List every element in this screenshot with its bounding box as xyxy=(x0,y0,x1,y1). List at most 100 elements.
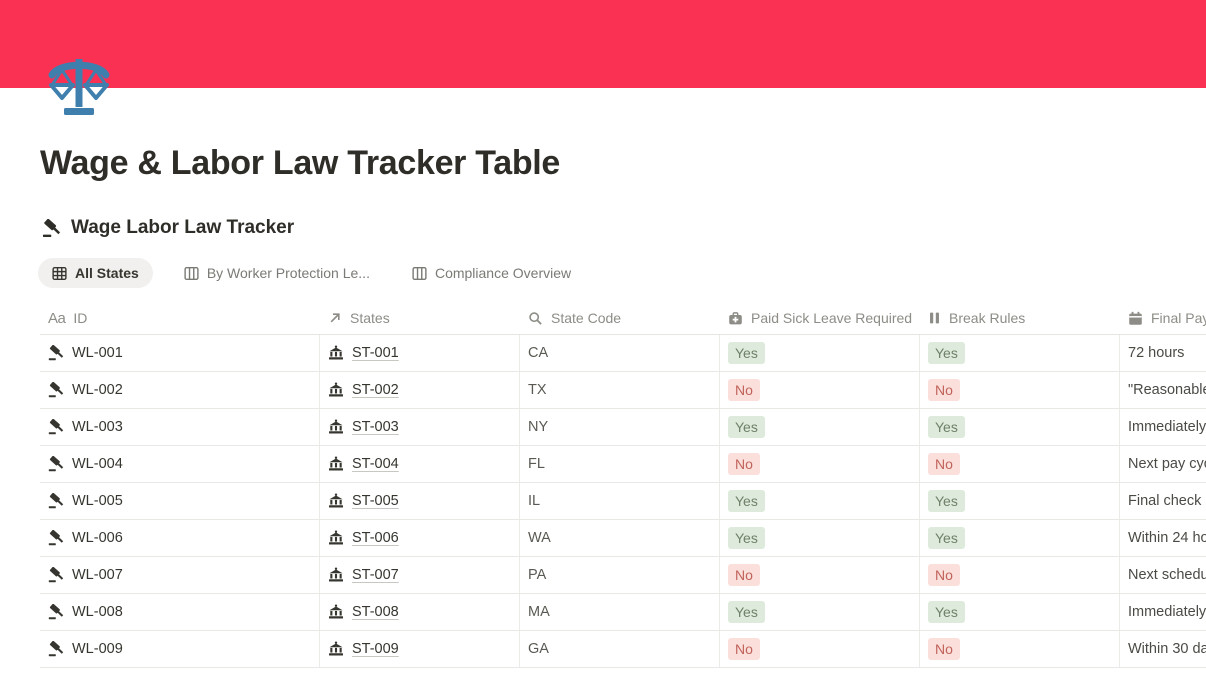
column-header-paid-sick-leave[interactable]: Paid Sick Leave Required xyxy=(720,302,920,334)
cell-states[interactable]: ST-005 xyxy=(320,483,520,519)
cell-break-rules[interactable]: Yes xyxy=(920,409,1120,445)
cell-states[interactable]: ST-003 xyxy=(320,409,520,445)
cell-states[interactable]: ST-008 xyxy=(320,594,520,630)
cell-break-rules[interactable]: No xyxy=(920,372,1120,408)
state-relation-link[interactable]: ST-006 xyxy=(352,530,399,546)
table-row[interactable]: WL-003 ST-003 NY Yes Yes Immediately xyxy=(40,409,1206,446)
state-relation-link[interactable]: ST-009 xyxy=(352,641,399,657)
cell-states[interactable]: ST-006 xyxy=(320,520,520,556)
cell-break-rules[interactable]: Yes xyxy=(920,335,1120,371)
cell-state-code[interactable]: MA xyxy=(520,594,720,630)
table-row[interactable]: WL-007 ST-007 PA No No Next schedul xyxy=(40,557,1206,594)
cell-states[interactable]: ST-007 xyxy=(320,557,520,593)
cell-break-rules[interactable]: Yes xyxy=(920,594,1120,630)
column-header-break-rules[interactable]: Break Rules xyxy=(920,302,1120,334)
final-pay-text: Within 30 da xyxy=(1128,641,1206,657)
page-title: Wage & Labor Law Tracker Table xyxy=(40,144,561,182)
cell-state-code[interactable]: WA xyxy=(520,520,720,556)
table-row[interactable]: WL-001 ST-001 CA Yes Yes 72 hours xyxy=(40,335,1206,372)
cell-state-code[interactable]: TX xyxy=(520,372,720,408)
state-code-text: FL xyxy=(528,456,545,472)
cell-id[interactable]: WL-007 xyxy=(40,557,320,593)
state-relation-link[interactable]: ST-003 xyxy=(352,419,399,435)
courthouse-icon xyxy=(329,493,343,508)
cell-id[interactable]: WL-009 xyxy=(40,631,320,667)
row-id-text: WL-008 xyxy=(72,604,123,620)
state-relation-link[interactable]: ST-004 xyxy=(352,456,399,472)
cell-final-pay[interactable]: Next schedul xyxy=(1120,557,1206,593)
cell-final-pay[interactable]: Within 30 da xyxy=(1120,631,1206,667)
break-rules-tag: No xyxy=(928,564,960,586)
column-header-final-pay[interactable]: Final Pay xyxy=(1120,302,1206,334)
cell-id[interactable]: WL-003 xyxy=(40,409,320,445)
paid-sick-leave-tag: Yes xyxy=(728,342,765,364)
table-row[interactable]: WL-004 ST-004 FL No No Next pay cyc xyxy=(40,446,1206,483)
tab-by-worker-protection[interactable]: By Worker Protection Le... xyxy=(173,258,381,288)
state-code-text: TX xyxy=(528,382,547,398)
column-header-id[interactable]: Aa ID xyxy=(40,302,320,334)
cell-states[interactable]: ST-002 xyxy=(320,372,520,408)
scales-of-justice-icon[interactable] xyxy=(46,55,112,118)
final-pay-text: Next schedul xyxy=(1128,567,1206,583)
column-header-state-code[interactable]: State Code xyxy=(520,302,720,334)
cell-states[interactable]: ST-004 xyxy=(320,446,520,482)
cell-id[interactable]: WL-002 xyxy=(40,372,320,408)
cell-id[interactable]: WL-006 xyxy=(40,520,320,556)
page-cover[interactable] xyxy=(0,0,1206,88)
cell-final-pay[interactable]: Next pay cyc xyxy=(1120,446,1206,482)
state-relation-link[interactable]: ST-008 xyxy=(352,604,399,620)
cell-break-rules[interactable]: No xyxy=(920,446,1120,482)
cell-final-pay[interactable]: Final check b xyxy=(1120,483,1206,519)
gavel-icon xyxy=(48,567,64,583)
state-code-text: IL xyxy=(528,493,541,509)
table-body: WL-001 ST-001 CA Yes Yes 72 hours xyxy=(40,335,1206,668)
courthouse-icon xyxy=(329,641,343,656)
cell-break-rules[interactable]: Yes xyxy=(920,483,1120,519)
cell-paid-sick-leave[interactable]: No xyxy=(720,446,920,482)
cell-paid-sick-leave[interactable]: Yes xyxy=(720,520,920,556)
column-header-states[interactable]: States xyxy=(320,302,520,334)
cell-state-code[interactable]: IL xyxy=(520,483,720,519)
cell-final-pay[interactable]: Within 24 ho xyxy=(1120,520,1206,556)
cell-paid-sick-leave[interactable]: No xyxy=(720,557,920,593)
cell-paid-sick-leave[interactable]: No xyxy=(720,631,920,667)
cell-state-code[interactable]: FL xyxy=(520,446,720,482)
state-code-text: PA xyxy=(528,567,547,583)
cell-states[interactable]: ST-001 xyxy=(320,335,520,371)
cell-state-code[interactable]: PA xyxy=(520,557,720,593)
cell-paid-sick-leave[interactable]: Yes xyxy=(720,409,920,445)
state-relation-link[interactable]: ST-005 xyxy=(352,493,399,509)
final-pay-text: Final check b xyxy=(1128,493,1206,509)
cell-final-pay[interactable]: Immediately xyxy=(1120,409,1206,445)
cell-paid-sick-leave[interactable]: Yes xyxy=(720,483,920,519)
row-id-text: WL-004 xyxy=(72,456,123,472)
cell-id[interactable]: WL-001 xyxy=(40,335,320,371)
table-row[interactable]: WL-009 ST-009 GA No No Within 30 da xyxy=(40,631,1206,668)
cell-break-rules[interactable]: Yes xyxy=(920,520,1120,556)
cell-paid-sick-leave[interactable]: Yes xyxy=(720,594,920,630)
cell-state-code[interactable]: NY xyxy=(520,409,720,445)
cell-paid-sick-leave[interactable]: Yes xyxy=(720,335,920,371)
cell-final-pay[interactable]: 72 hours xyxy=(1120,335,1206,371)
table-row[interactable]: WL-008 ST-008 MA Yes Yes Immediately xyxy=(40,594,1206,631)
cell-state-code[interactable]: GA xyxy=(520,631,720,667)
cell-break-rules[interactable]: No xyxy=(920,557,1120,593)
cell-id[interactable]: WL-008 xyxy=(40,594,320,630)
tab-all-states[interactable]: All States xyxy=(38,258,153,288)
cell-id[interactable]: WL-004 xyxy=(40,446,320,482)
tab-compliance-overview[interactable]: Compliance Overview xyxy=(401,258,582,288)
cell-state-code[interactable]: CA xyxy=(520,335,720,371)
state-relation-link[interactable]: ST-007 xyxy=(352,567,399,583)
state-relation-link[interactable]: ST-001 xyxy=(352,345,399,361)
cell-paid-sick-leave[interactable]: No xyxy=(720,372,920,408)
final-pay-text: Immediately xyxy=(1128,604,1206,620)
table-row[interactable]: WL-002 ST-002 TX No No "Reasonable" xyxy=(40,372,1206,409)
table-row[interactable]: WL-006 ST-006 WA Yes Yes Within 24 ho xyxy=(40,520,1206,557)
cell-id[interactable]: WL-005 xyxy=(40,483,320,519)
cell-final-pay[interactable]: Immediately xyxy=(1120,594,1206,630)
cell-break-rules[interactable]: No xyxy=(920,631,1120,667)
table-row[interactable]: WL-005 ST-005 IL Yes Yes Final check b xyxy=(40,483,1206,520)
state-relation-link[interactable]: ST-002 xyxy=(352,382,399,398)
cell-states[interactable]: ST-009 xyxy=(320,631,520,667)
cell-final-pay[interactable]: "Reasonable" xyxy=(1120,372,1206,408)
